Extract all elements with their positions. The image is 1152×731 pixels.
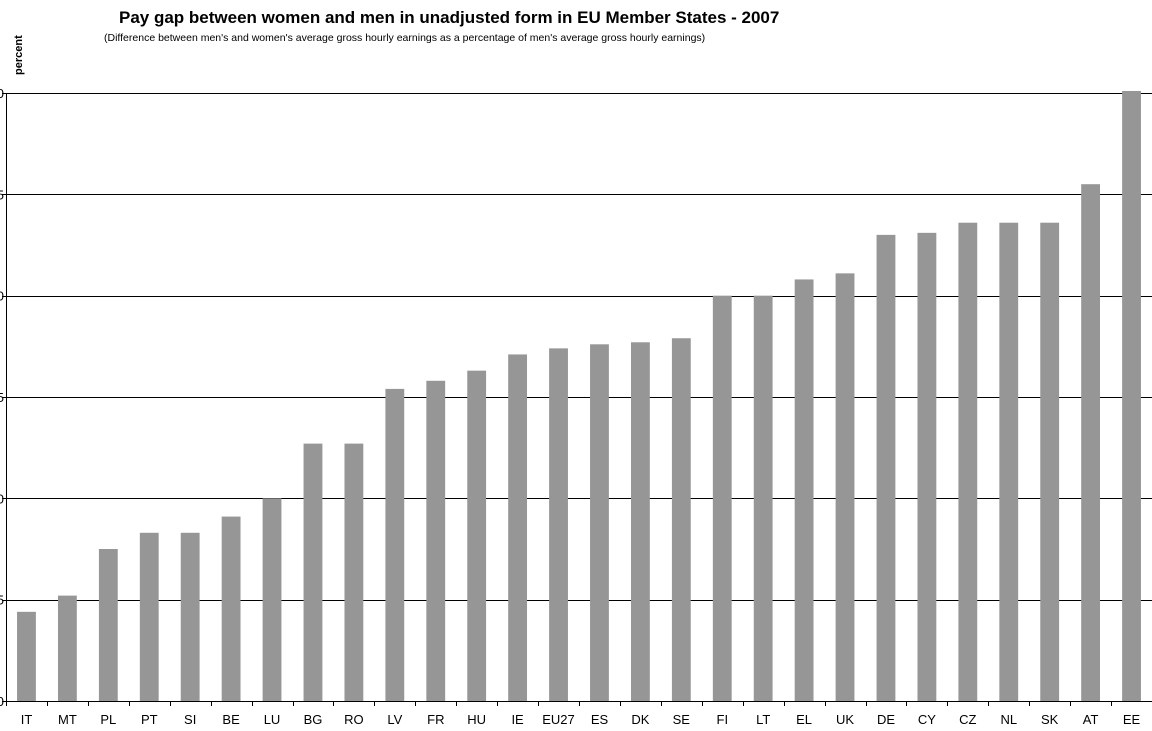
bar-it — [17, 611, 36, 701]
bar-bg — [303, 443, 323, 701]
x-tick-labels: IT MT PL PT SI BE LU BG RO LV FR HU IE EU27 ES DK SE FI LT… — [21, 712, 1141, 727]
chart-title: Pay gap between women and men in unadjus… — [119, 8, 779, 27]
x-tick-label-nl: NL — [1000, 712, 1017, 727]
x-tick-label-cy: CY — [918, 712, 936, 727]
chart-subtitle: (Difference between men's and women's av… — [104, 32, 705, 44]
x-tick-label-si: SI — [184, 712, 196, 727]
x-tick-label-lu: LU — [264, 712, 281, 727]
bar-si — [180, 532, 200, 701]
x-tick-label-ro: RO — [344, 712, 364, 727]
x-tick-label-at: AT — [1083, 712, 1099, 727]
bar-pt — [139, 532, 159, 701]
bar-se — [671, 338, 691, 701]
x-tick-label-el: EL — [796, 712, 812, 727]
y-tick-label: 5 — [0, 187, 4, 202]
bar-es — [590, 344, 609, 701]
bar-ee — [1122, 90, 1141, 702]
x-tick-label-fi: FI — [717, 712, 729, 727]
y-tick-label: 0 — [0, 289, 4, 304]
bar-lt — [753, 295, 773, 701]
y-tick-labels: 0 5 0 5 0 5 0 — [0, 86, 4, 709]
bar-nl — [999, 222, 1019, 701]
bar-eu27 — [549, 348, 568, 701]
bar-hu — [467, 370, 487, 701]
y-tick-label: 5 — [0, 390, 4, 405]
y-tick-label: 0 — [0, 694, 4, 709]
x-tick-label-mt: MT — [58, 712, 77, 727]
x-tick-label-it: IT — [21, 712, 33, 727]
bar-at — [1081, 184, 1101, 701]
x-tick-label-cz: CZ — [959, 712, 976, 727]
x-tick-label-dk: DK — [631, 712, 649, 727]
x-tick-label-lv: LV — [387, 712, 402, 727]
x-tick-label-lt: LT — [756, 712, 770, 727]
bar-sk — [1040, 222, 1060, 701]
x-tick-label-ie: IE — [511, 712, 524, 727]
bar-fi — [712, 295, 732, 701]
axes — [2, 93, 1152, 706]
y-tick-label: 0 — [0, 491, 4, 506]
y-tick-label: 5 — [0, 593, 4, 608]
x-tick-label-eu27: EU27 — [542, 712, 575, 727]
x-tick-label-uk: UK — [836, 712, 854, 727]
x-tick-label-se: SE — [673, 712, 691, 727]
bars — [17, 90, 1141, 702]
bar-ro — [344, 443, 364, 701]
x-tick-label-es: ES — [591, 712, 609, 727]
x-tick-label-ee: EE — [1123, 712, 1141, 727]
bar-mt — [57, 595, 77, 701]
bar-cy — [917, 232, 937, 701]
bar-de — [876, 234, 896, 701]
x-tick-label-hu: HU — [467, 712, 486, 727]
bar-lu — [262, 498, 282, 701]
bar-uk — [835, 273, 855, 701]
bar-ie — [508, 354, 528, 701]
bar-lv — [385, 388, 405, 701]
x-tick-label-sk: SK — [1041, 712, 1059, 727]
bar-cz — [958, 222, 978, 701]
bar-el — [794, 279, 814, 701]
x-tick-label-bg: BG — [304, 712, 323, 727]
bar-pl — [98, 549, 118, 701]
bar-fr — [426, 380, 446, 701]
bar-dk — [630, 342, 650, 701]
y-axis-label: percent — [13, 35, 25, 75]
bar-be — [221, 516, 241, 701]
x-tick-label-be: BE — [222, 712, 240, 727]
y-tick-label: 0 — [0, 86, 4, 101]
x-tick-label-pt: PT — [141, 712, 158, 727]
x-tick-label-pl: PL — [100, 712, 116, 727]
gridlines — [6, 93, 1152, 601]
x-tick-label-de: DE — [877, 712, 895, 727]
x-tick-label-fr: FR — [427, 712, 444, 727]
